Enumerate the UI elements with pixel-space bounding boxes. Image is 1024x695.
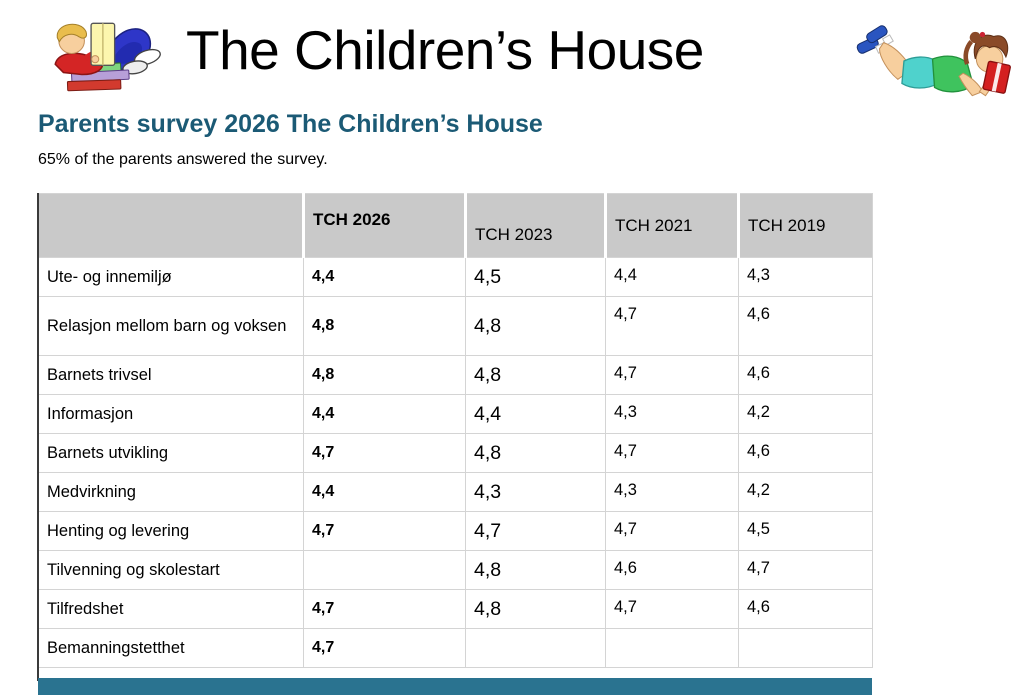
score-cell: 4,8 xyxy=(465,550,606,590)
table-row: Informasjon 4,4 4,4 4,3 4,2 xyxy=(38,394,873,434)
table-row: Medvirkning 4,4 4,3 4,3 4,2 xyxy=(38,472,873,512)
score-cell xyxy=(605,628,739,668)
score-cell: 4,8 xyxy=(303,355,466,395)
footer-accent-bar xyxy=(38,678,872,695)
score-cell: 4,4 xyxy=(303,257,466,297)
row-label: Tilfredshet xyxy=(38,589,304,629)
score-cell: 4,4 xyxy=(465,394,606,434)
score-cell: 4,5 xyxy=(465,257,606,297)
score-cell: 4,3 xyxy=(465,472,606,512)
score-cell: 4,7 xyxy=(738,550,873,590)
score-cell: 4,6 xyxy=(605,550,739,590)
boy-reading-clipart xyxy=(45,12,173,92)
score-cell: 4,7 xyxy=(605,355,739,395)
survey-response-rate-text: 65% of the parents answered the survey. xyxy=(38,151,328,168)
row-label: Barnets utvikling xyxy=(38,433,304,473)
girl-reading-clipart xyxy=(853,20,1011,104)
survey-table: TCH 2026 TCH 2023 TCH 2021 TCH 2019 Ute-… xyxy=(38,193,873,668)
row-label: Bemanningstetthet xyxy=(38,628,304,668)
score-cell: 4,7 xyxy=(303,628,466,668)
score-cell: 4,3 xyxy=(605,472,739,512)
score-cell: 4,2 xyxy=(738,394,873,434)
score-cell: 4,6 xyxy=(738,589,873,629)
survey-table-header: TCH 2026 TCH 2023 TCH 2021 TCH 2019 xyxy=(38,193,873,258)
row-label: Relasjon mellom barn og voksen xyxy=(38,296,304,356)
score-cell: 4,8 xyxy=(465,589,606,629)
score-cell: 4,7 xyxy=(303,433,466,473)
score-cell: 4,6 xyxy=(738,355,873,395)
score-cell: 4,4 xyxy=(605,257,739,297)
table-left-rule xyxy=(37,193,39,681)
score-cell: 4,3 xyxy=(738,257,873,297)
girl-reading-icon xyxy=(856,25,1011,97)
table-row: Ute- og innemiljø 4,4 4,5 4,4 4,3 xyxy=(38,257,873,297)
score-cell: 4,8 xyxy=(465,355,606,395)
score-cell: 4,7 xyxy=(605,589,739,629)
table-row: Henting og levering 4,7 4,7 4,7 4,5 xyxy=(38,511,873,551)
score-cell: 4,7 xyxy=(303,589,466,629)
column-header-tch-2023: TCH 2023 xyxy=(464,193,606,258)
row-label: Medvirkning xyxy=(38,472,304,512)
table-row: Tilfredshet 4,7 4,8 4,7 4,6 xyxy=(38,589,873,629)
score-cell: 4,6 xyxy=(738,296,873,356)
score-cell: 4,7 xyxy=(605,296,739,356)
score-cell: 4,4 xyxy=(303,472,466,512)
score-cell xyxy=(465,628,606,668)
page-title: The Children’s House xyxy=(186,19,704,81)
score-cell: 4,2 xyxy=(738,472,873,512)
score-cell xyxy=(303,550,466,590)
section-heading: Parents survey 2026 The Children’s House xyxy=(38,110,543,138)
row-label: Tilvenning og skolestart xyxy=(38,550,304,590)
score-cell: 4,8 xyxy=(465,433,606,473)
column-header-empty xyxy=(38,193,304,258)
row-label: Ute- og innemiljø xyxy=(38,257,304,297)
score-cell: 4,7 xyxy=(465,511,606,551)
score-cell: 4,6 xyxy=(738,433,873,473)
table-row: Bemanningstetthet 4,7 xyxy=(38,628,873,668)
column-header-tch-2026: TCH 2026 xyxy=(302,193,466,258)
header-row: TCH 2026 TCH 2023 TCH 2021 TCH 2019 xyxy=(38,193,873,258)
survey-table-body: Ute- og innemiljø 4,4 4,5 4,4 4,3 Relasjon me… xyxy=(38,257,873,668)
score-cell: 4,7 xyxy=(303,511,466,551)
score-cell: 4,7 xyxy=(605,511,739,551)
score-cell: 4,7 xyxy=(605,433,739,473)
score-cell: 4,8 xyxy=(303,296,466,356)
table-row: Barnets trivsel 4,8 4,8 4,7 4,6 xyxy=(38,355,873,395)
score-cell xyxy=(738,628,873,668)
score-cell: 4,3 xyxy=(605,394,739,434)
score-cell: 4,4 xyxy=(303,394,466,434)
score-cell: 4,5 xyxy=(738,511,873,551)
table-row: Barnets utvikling 4,7 4,8 4,7 4,6 xyxy=(38,433,873,473)
table-row: Tilvenning og skolestart 4,8 4,6 4,7 xyxy=(38,550,873,590)
score-cell: 4,8 xyxy=(465,296,606,356)
row-label: Henting og levering xyxy=(38,511,304,551)
boy-reading-icon xyxy=(54,22,161,92)
table-row: Relasjon mellom barn og voksen 4,8 4,8 4,7 4… xyxy=(38,296,873,356)
column-header-tch-2019: TCH 2019 xyxy=(737,193,873,258)
row-label: Barnets trivsel xyxy=(38,355,304,395)
row-label: Informasjon xyxy=(38,394,304,434)
column-header-tch-2021: TCH 2021 xyxy=(604,193,739,258)
